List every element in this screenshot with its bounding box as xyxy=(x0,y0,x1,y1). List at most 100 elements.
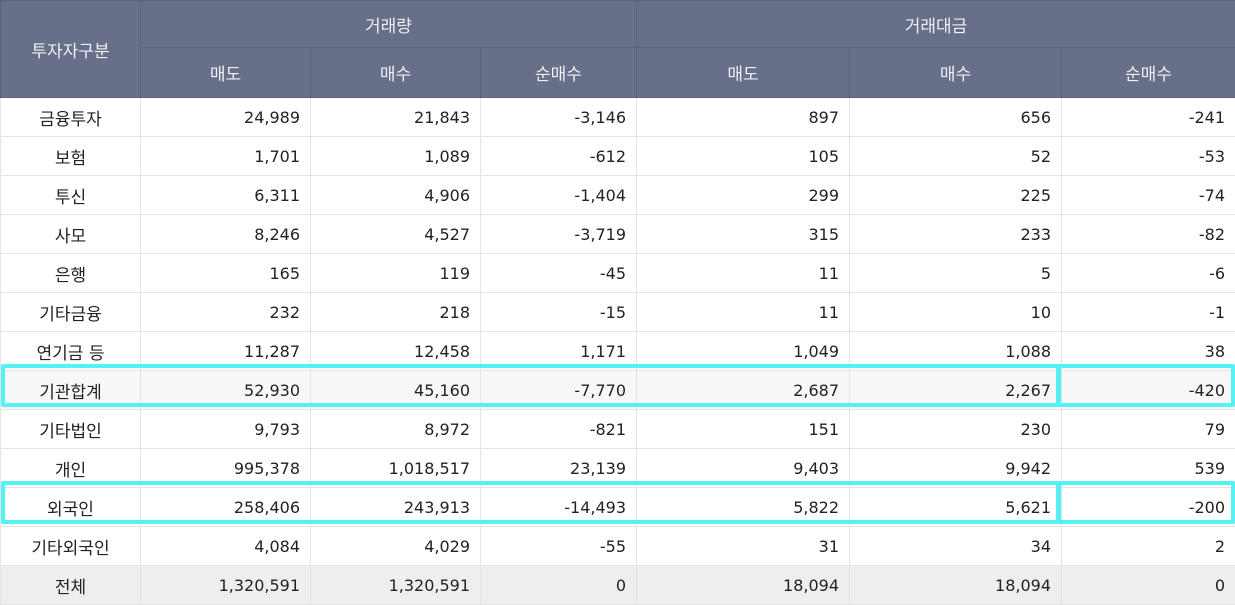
cell-value-net: -53 xyxy=(1062,137,1235,176)
cell-value-sell: 11 xyxy=(637,254,850,293)
cell-value-buy: 34 xyxy=(850,527,1062,566)
cell-value-net: 0 xyxy=(1062,566,1235,605)
cell-volume-net: -55 xyxy=(481,527,637,566)
row-label: 개인 xyxy=(1,449,141,488)
cell-volume-net: -3,719 xyxy=(481,215,637,254)
cell-volume-buy: 1,018,517 xyxy=(311,449,481,488)
cell-volume-net: -3,146 xyxy=(481,98,637,137)
cell-value-net: -241 xyxy=(1062,98,1235,137)
cell-volume-buy: 1,089 xyxy=(311,137,481,176)
header-value: 거래대금 xyxy=(637,1,1235,48)
cell-volume-sell: 11,287 xyxy=(141,332,311,371)
cell-value-sell: 5,822 xyxy=(637,488,850,527)
cell-value-net: -6 xyxy=(1062,254,1235,293)
cell-value-buy: 2,267 xyxy=(850,371,1062,410)
cell-volume-net: -612 xyxy=(481,137,637,176)
cell-value-sell: 31 xyxy=(637,527,850,566)
cell-volume-sell: 165 xyxy=(141,254,311,293)
cell-volume-net: -14,493 xyxy=(481,488,637,527)
cell-value-sell: 11 xyxy=(637,293,850,332)
cell-value-sell: 2,687 xyxy=(637,371,850,410)
cell-value-sell: 897 xyxy=(637,98,850,137)
cell-volume-net: -1,404 xyxy=(481,176,637,215)
cell-volume-net: 1,171 xyxy=(481,332,637,371)
cell-value-sell: 315 xyxy=(637,215,850,254)
cell-volume-sell: 1,320,591 xyxy=(141,566,311,605)
cell-value-net: 539 xyxy=(1062,449,1235,488)
row-label: 외국인 xyxy=(1,488,141,527)
cell-value-sell: 9,403 xyxy=(637,449,850,488)
cell-volume-buy: 12,458 xyxy=(311,332,481,371)
cell-volume-net: -7,770 xyxy=(481,371,637,410)
cell-volume-sell: 9,793 xyxy=(141,410,311,449)
cell-volume-sell: 1,701 xyxy=(141,137,311,176)
row-label: 전체 xyxy=(1,566,141,605)
cell-value-buy: 10 xyxy=(850,293,1062,332)
cell-volume-buy: 8,972 xyxy=(311,410,481,449)
cell-volume-buy: 4,527 xyxy=(311,215,481,254)
cell-volume-buy: 243,913 xyxy=(311,488,481,527)
row-label: 보험 xyxy=(1,137,141,176)
cell-value-buy: 9,942 xyxy=(850,449,1062,488)
row-label: 은행 xyxy=(1,254,141,293)
cell-value-net: 38 xyxy=(1062,332,1235,371)
cell-volume-buy: 45,160 xyxy=(311,371,481,410)
cell-value-buy: 5 xyxy=(850,254,1062,293)
cell-volume-sell: 6,311 xyxy=(141,176,311,215)
cell-volume-buy: 1,320,591 xyxy=(311,566,481,605)
cell-value-net: -420 xyxy=(1062,371,1235,410)
row-label: 연기금 등 xyxy=(1,332,141,371)
header-volume-buy: 매수 xyxy=(311,48,481,98)
cell-value-buy: 230 xyxy=(850,410,1062,449)
cell-value-buy: 52 xyxy=(850,137,1062,176)
cell-volume-sell: 24,989 xyxy=(141,98,311,137)
cell-value-net: -1 xyxy=(1062,293,1235,332)
cell-volume-sell: 52,930 xyxy=(141,371,311,410)
cell-value-buy: 225 xyxy=(850,176,1062,215)
cell-value-net: -82 xyxy=(1062,215,1235,254)
cell-volume-sell: 8,246 xyxy=(141,215,311,254)
cell-value-buy: 18,094 xyxy=(850,566,1062,605)
cell-value-buy: 233 xyxy=(850,215,1062,254)
header-volume-sell: 매도 xyxy=(141,48,311,98)
cell-value-buy: 5,621 xyxy=(850,488,1062,527)
cell-value-sell: 1,049 xyxy=(637,332,850,371)
cell-value-sell: 299 xyxy=(637,176,850,215)
cell-volume-net: -821 xyxy=(481,410,637,449)
header-value-buy: 매수 xyxy=(850,48,1062,98)
cell-volume-buy: 4,906 xyxy=(311,176,481,215)
cell-value-net: -200 xyxy=(1062,488,1235,527)
cell-volume-sell: 995,378 xyxy=(141,449,311,488)
header-value-sell: 매도 xyxy=(637,48,850,98)
header-volume-net: 순매수 xyxy=(481,48,637,98)
cell-volume-buy: 4,029 xyxy=(311,527,481,566)
cell-volume-net: 23,139 xyxy=(481,449,637,488)
row-label: 기관합계 xyxy=(1,371,141,410)
cell-value-buy: 656 xyxy=(850,98,1062,137)
header-volume: 거래량 xyxy=(141,1,637,48)
row-label: 투신 xyxy=(1,176,141,215)
row-label: 기타법인 xyxy=(1,410,141,449)
cell-value-net: -74 xyxy=(1062,176,1235,215)
cell-volume-sell: 258,406 xyxy=(141,488,311,527)
cell-value-sell: 18,094 xyxy=(637,566,850,605)
cell-value-sell: 151 xyxy=(637,410,850,449)
cell-volume-sell: 4,084 xyxy=(141,527,311,566)
cell-value-net: 79 xyxy=(1062,410,1235,449)
row-label: 기타금융 xyxy=(1,293,141,332)
row-label: 금융투자 xyxy=(1,98,141,137)
cell-volume-net: 0 xyxy=(481,566,637,605)
cell-value-buy: 1,088 xyxy=(850,332,1062,371)
